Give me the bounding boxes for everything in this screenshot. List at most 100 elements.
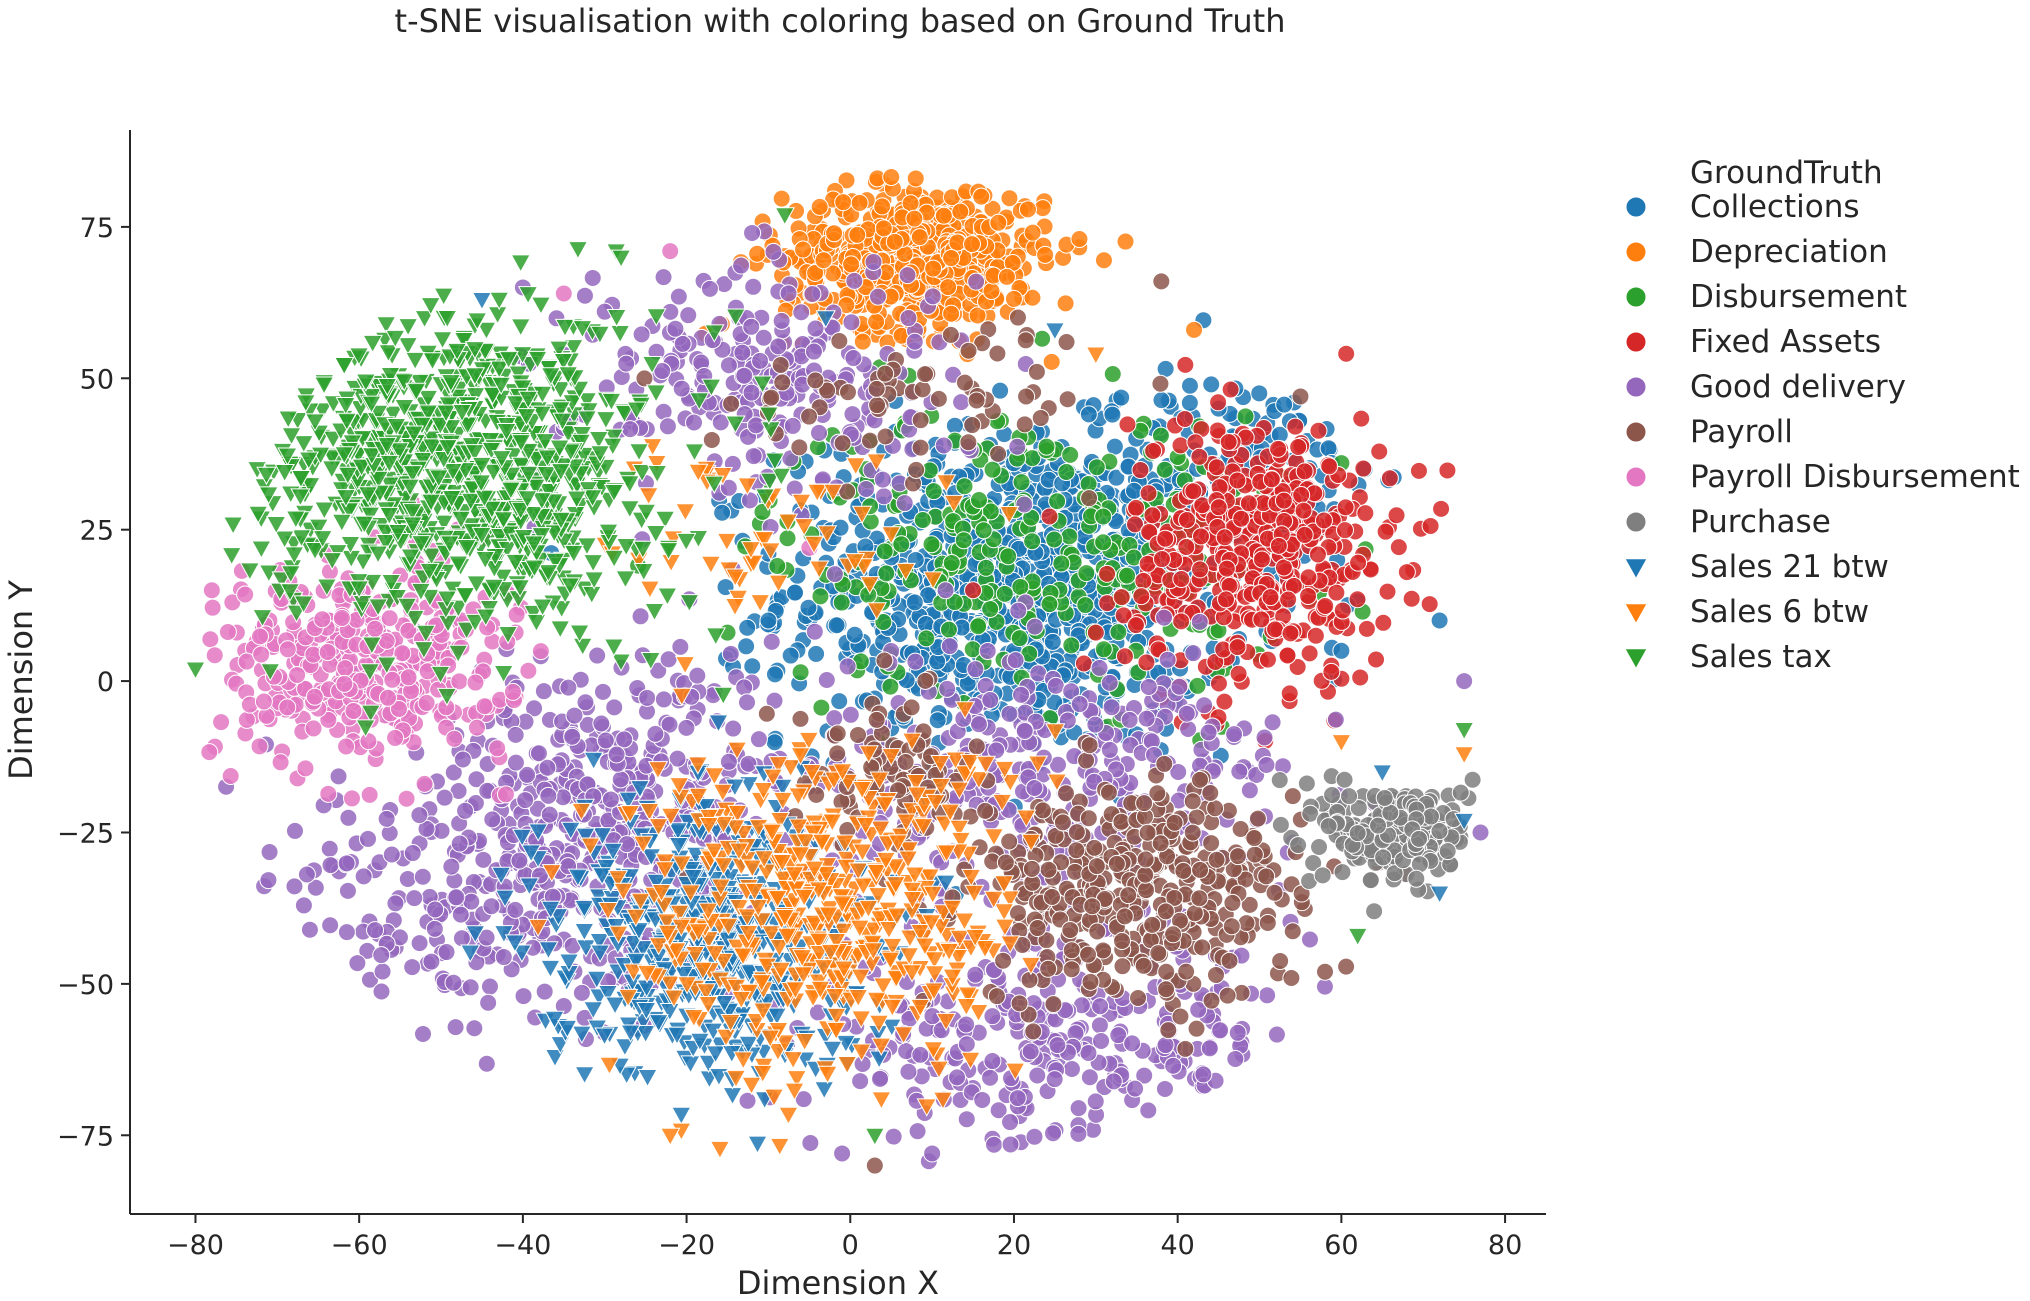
data-point-good-delivery: [621, 420, 640, 439]
data-point-fixed-assets: [1269, 536, 1288, 555]
data-point-depreciation: [850, 193, 869, 212]
data-point-fixed-assets: [1217, 590, 1236, 609]
data-point-payroll-disbursement: [288, 666, 307, 685]
data-point-good-delivery: [1158, 650, 1177, 669]
data-point-good-delivery: [559, 678, 578, 697]
data-point-collections: [1202, 375, 1221, 394]
data-point-good-delivery: [1080, 1068, 1099, 1087]
data-point-good-delivery: [738, 693, 757, 712]
data-point-good-delivery: [1104, 1072, 1123, 1091]
data-point-payroll-disbursement: [278, 640, 297, 659]
data-point-fixed-assets: [1309, 421, 1328, 440]
data-point-good-delivery: [952, 393, 971, 412]
data-point-payroll-disbursement: [399, 668, 418, 687]
data-point-payroll: [1058, 390, 1077, 409]
data-point-payroll: [773, 373, 792, 392]
data-point-payroll-disbursement: [251, 627, 270, 646]
data-point-payroll: [967, 391, 986, 410]
data-point-good-delivery: [1126, 1079, 1145, 1098]
data-point-fixed-assets: [1086, 623, 1105, 642]
data-point-fixed-assets: [1292, 486, 1311, 505]
data-point-payroll: [1015, 415, 1034, 434]
data-point-payroll: [1283, 787, 1302, 806]
data-point-payroll: [1107, 854, 1126, 873]
data-point-purchase: [1410, 829, 1429, 848]
data-point-good-delivery: [1025, 617, 1044, 636]
data-point-fixed-assets: [1299, 568, 1318, 587]
data-point-payroll: [916, 365, 935, 384]
data-point-depreciation: [848, 225, 867, 244]
data-point-disbursement: [939, 620, 958, 639]
data-point-payroll: [833, 434, 852, 453]
data-point-good-delivery: [617, 354, 636, 373]
data-point-good-delivery: [358, 829, 377, 848]
data-point-good-delivery: [442, 857, 461, 876]
data-point-good-delivery: [1102, 698, 1121, 717]
data-point-good-delivery: [1170, 677, 1189, 696]
data-point-good-delivery: [804, 342, 823, 361]
data-point-disbursement: [1188, 676, 1207, 695]
data-point-good-delivery: [779, 284, 798, 303]
data-point-good-delivery: [742, 317, 761, 336]
data-point-good-delivery: [260, 843, 279, 862]
data-point-payroll-disbursement: [377, 631, 396, 650]
data-point-good-delivery: [1258, 986, 1277, 1005]
data-point-payroll: [1136, 865, 1155, 884]
data-point-good-delivery: [772, 311, 791, 330]
data-point-good-delivery: [373, 962, 392, 981]
data-point-collections: [738, 618, 757, 637]
data-point-fixed-assets: [1228, 638, 1247, 657]
data-point-fixed-assets: [1354, 459, 1373, 478]
data-point-payroll-disbursement: [450, 672, 469, 691]
data-point-good-delivery: [1156, 1036, 1175, 1055]
data-point-disbursement: [768, 557, 787, 576]
data-point-fixed-assets: [1207, 458, 1226, 477]
data-point-payroll: [762, 388, 781, 407]
data-point-payroll: [1138, 823, 1157, 842]
data-point-payroll-disbursement: [336, 659, 355, 678]
data-point-collections: [743, 657, 762, 676]
data-point-payroll-disbursement: [503, 682, 522, 701]
data-point-fixed-assets: [1156, 529, 1175, 548]
data-point-good-delivery: [1190, 612, 1209, 631]
data-point-fixed-assets: [1420, 595, 1439, 614]
data-point-payroll-disbursement: [296, 759, 315, 778]
data-point-payroll-disbursement: [467, 718, 486, 737]
data-point-payroll: [1177, 962, 1196, 981]
data-point-fixed-assets: [1280, 684, 1299, 703]
data-point-good-delivery: [735, 678, 754, 697]
data-point-fixed-assets: [1295, 462, 1314, 481]
data-point-fixed-assets: [1137, 653, 1156, 672]
data-point-purchase: [1365, 902, 1384, 921]
data-point-good-delivery: [514, 987, 533, 1006]
data-point-payroll: [1245, 829, 1264, 848]
data-point-payroll: [907, 460, 926, 479]
data-point-good-delivery: [1009, 601, 1028, 620]
data-point-fixed-assets: [1228, 471, 1247, 490]
data-point-disbursement: [1033, 329, 1052, 348]
data-point-good-delivery: [605, 698, 624, 717]
data-point-disbursement: [791, 663, 810, 682]
data-point-collections: [991, 381, 1010, 400]
data-point-good-delivery: [721, 644, 740, 663]
data-point-purchase: [1421, 807, 1440, 826]
data-point-disbursement: [977, 558, 996, 577]
data-point-purchase: [1361, 871, 1380, 890]
data-point-good-delivery: [749, 730, 768, 749]
data-point-depreciation: [1185, 320, 1204, 339]
data-point-good-delivery: [1015, 495, 1034, 514]
data-point-good-delivery: [592, 714, 611, 733]
data-point-collections: [1430, 611, 1449, 630]
data-point-fixed-assets: [1289, 438, 1308, 457]
data-point-good-delivery: [631, 607, 650, 626]
data-point-good-delivery: [425, 919, 444, 938]
data-point-payroll: [963, 416, 982, 435]
data-point-payroll-disbursement: [313, 610, 332, 629]
data-point-good-delivery: [825, 565, 844, 584]
data-point-fixed-assets: [1378, 582, 1397, 601]
data-point-fixed-assets: [1221, 380, 1240, 399]
data-point-good-delivery: [874, 487, 893, 506]
data-point-payroll-disbursement: [252, 645, 271, 664]
data-point-good-delivery: [348, 954, 367, 973]
data-point-good-delivery: [724, 719, 743, 738]
